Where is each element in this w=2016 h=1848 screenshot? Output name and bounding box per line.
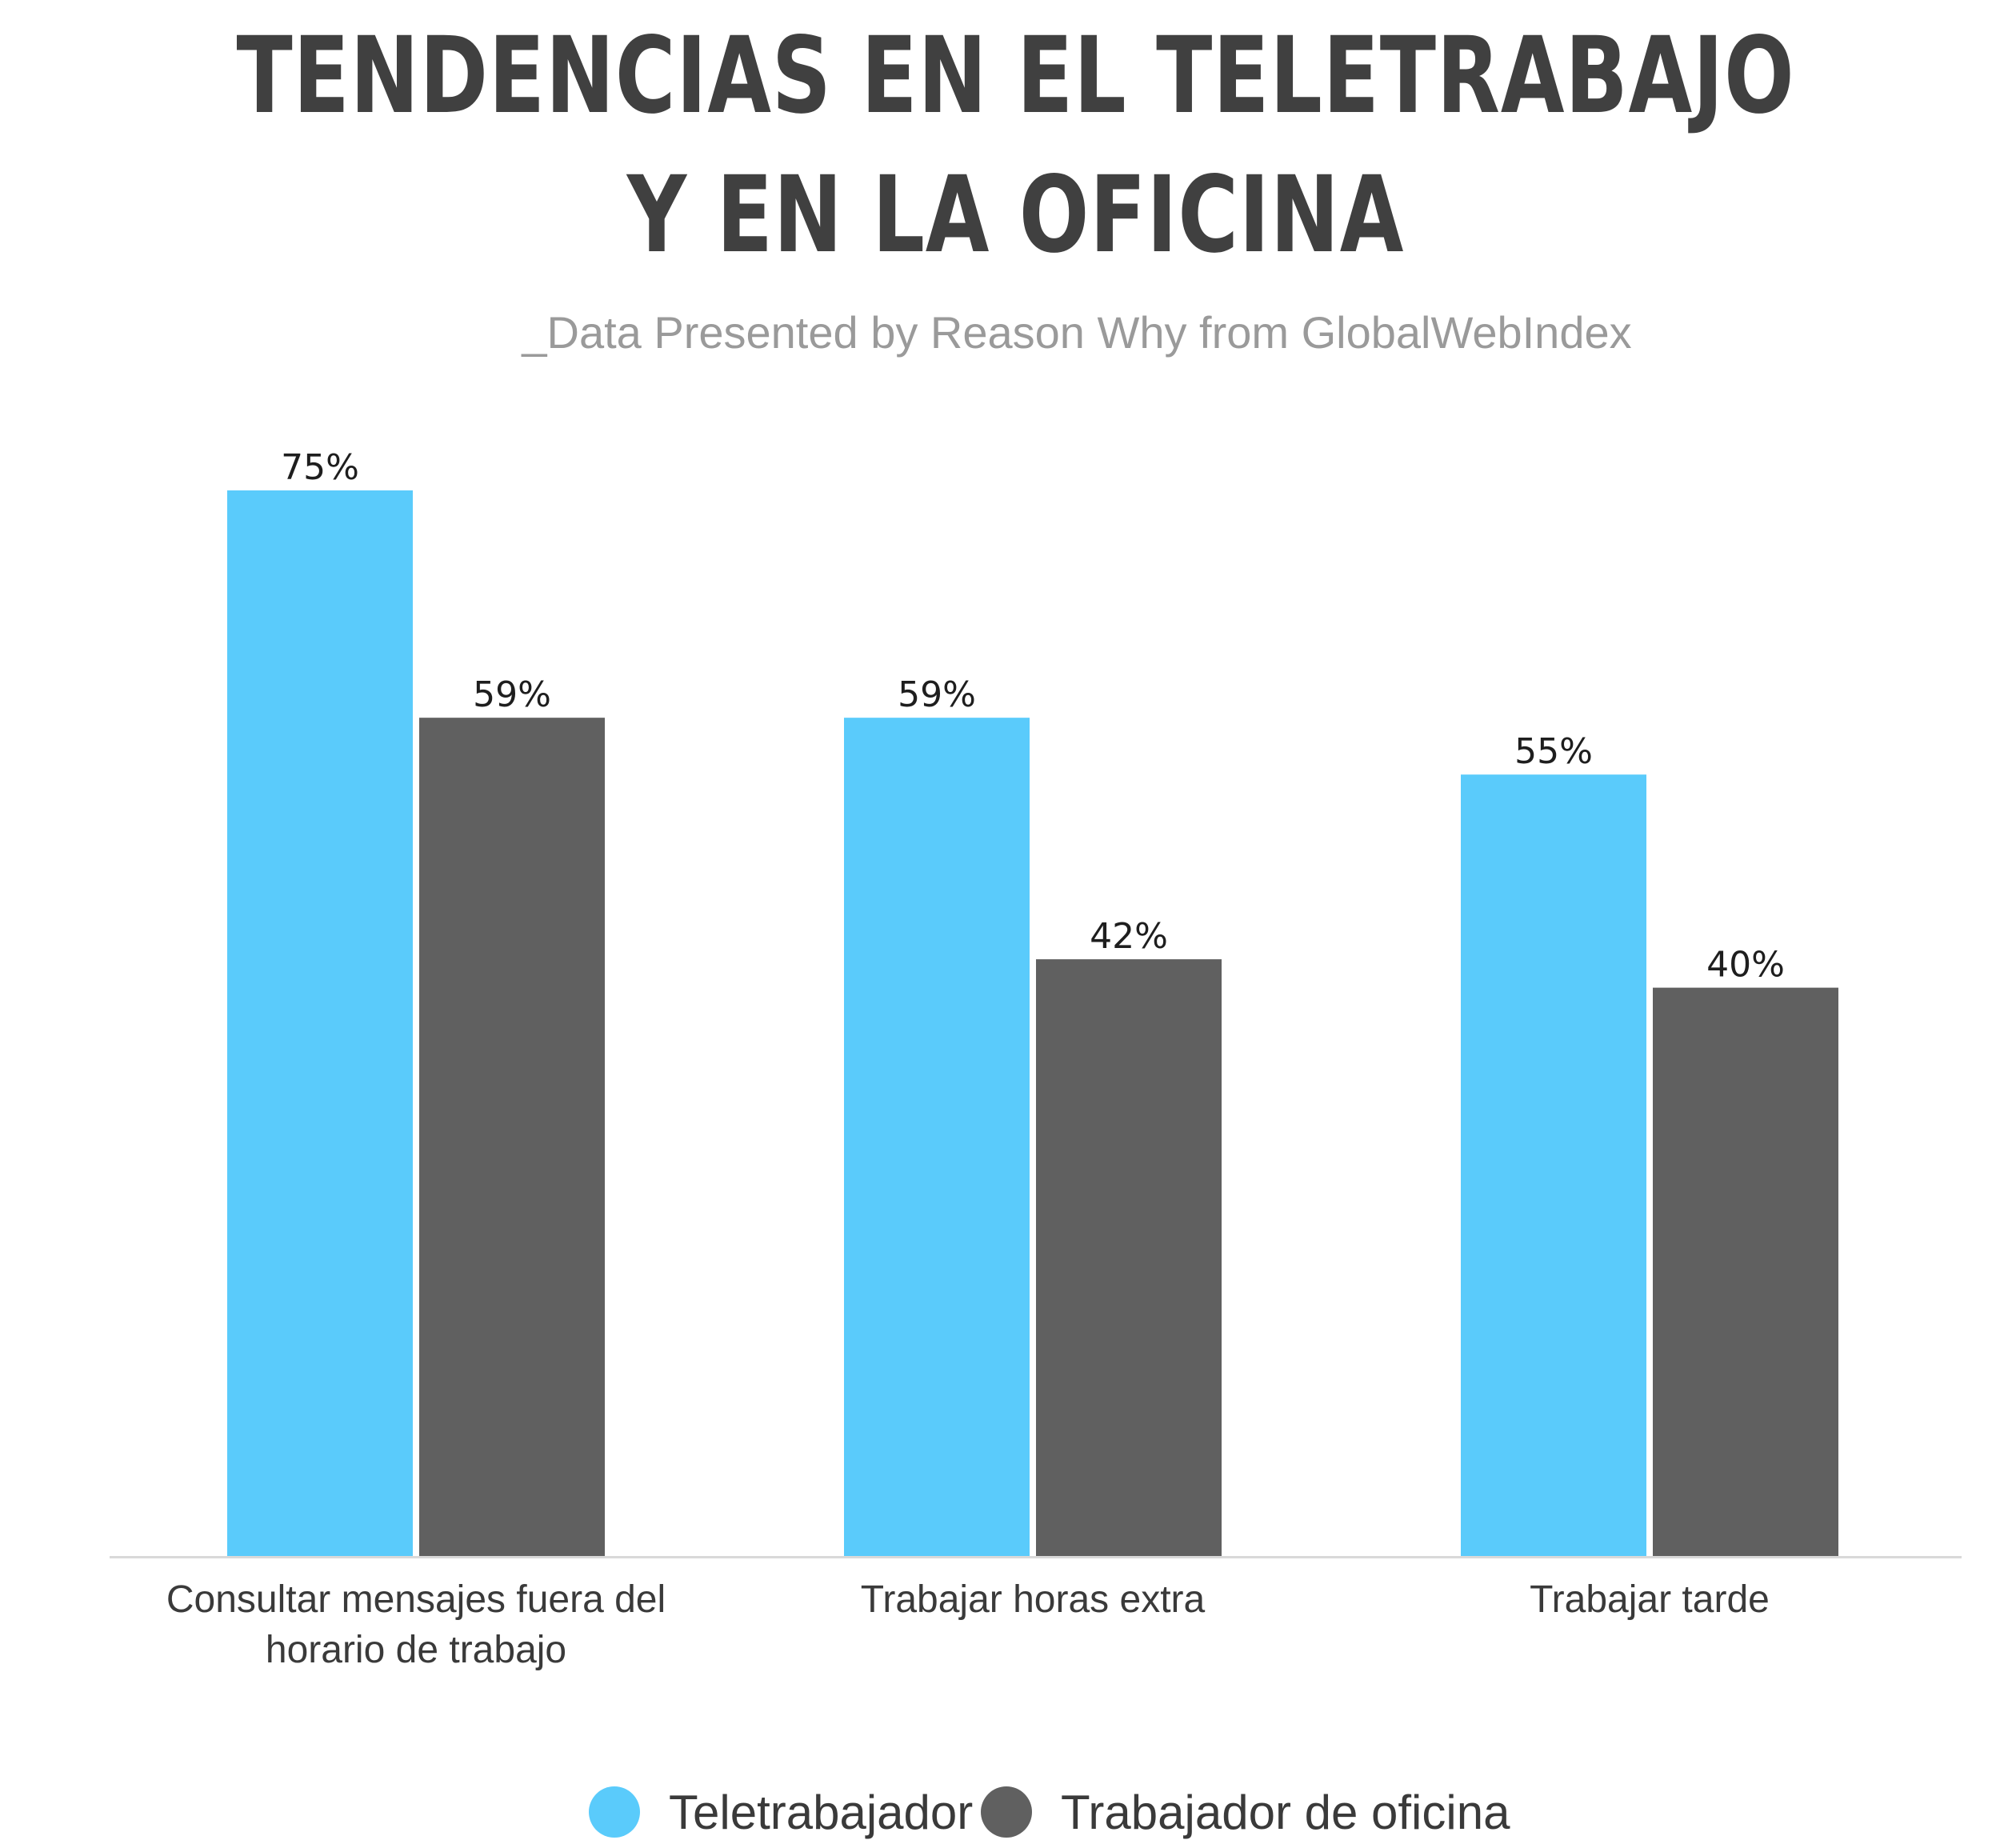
legend-swatch-trabajador-de-oficina	[981, 1786, 1032, 1838]
x-tick-label-1-line-1: Consultar mensajes fuera del	[166, 1578, 666, 1621]
legend-item-trabajador-de-oficina: Trabajador de oficina	[981, 1776, 1510, 1848]
bar-teletrabajador-2	[844, 718, 1030, 1557]
bar-teletrabajador-3	[1461, 774, 1646, 1556]
bar-trabajador-de-oficina-1	[419, 718, 605, 1557]
data-label-trabajador-de-oficina-1: 59%	[473, 674, 551, 715]
chart-subtitle: _Data Presented by Reason Why from Globa…	[522, 307, 1632, 358]
chart-title-line-1: TENDENCIAS EN EL TELETRABAJO	[236, 14, 1795, 138]
legend-label-trabajador-de-oficina: Trabajador de oficina	[1061, 1785, 1510, 1839]
data-label-trabajador-de-oficina-2: 42%	[1090, 916, 1168, 957]
data-label-teletrabajador-3: 55%	[1514, 731, 1593, 772]
chart-title-line-2: Y EN LA OFICINA	[626, 154, 1405, 277]
x-tick-label-1-line-2: horario de trabajo	[266, 1629, 566, 1671]
legend-item-teletrabajador: Teletrabajador	[589, 1776, 973, 1848]
data-label-teletrabajador-1: 75%	[281, 447, 359, 488]
bar-trabajador-de-oficina-2	[1036, 959, 1222, 1556]
bar-trabajador-de-oficina-3	[1653, 987, 1838, 1556]
bar-teletrabajador-1	[227, 490, 413, 1556]
data-label-trabajador-de-oficina-3: 40%	[1706, 945, 1785, 986]
legend-swatch-teletrabajador	[589, 1786, 640, 1838]
x-tick-label-2: Trabajar horas extra	[861, 1578, 1206, 1621]
legend-label-teletrabajador: Teletrabajador	[669, 1785, 974, 1839]
data-label-teletrabajador-2: 59%	[898, 674, 976, 715]
x-tick-label-3: Trabajar tarde	[1530, 1578, 1770, 1621]
